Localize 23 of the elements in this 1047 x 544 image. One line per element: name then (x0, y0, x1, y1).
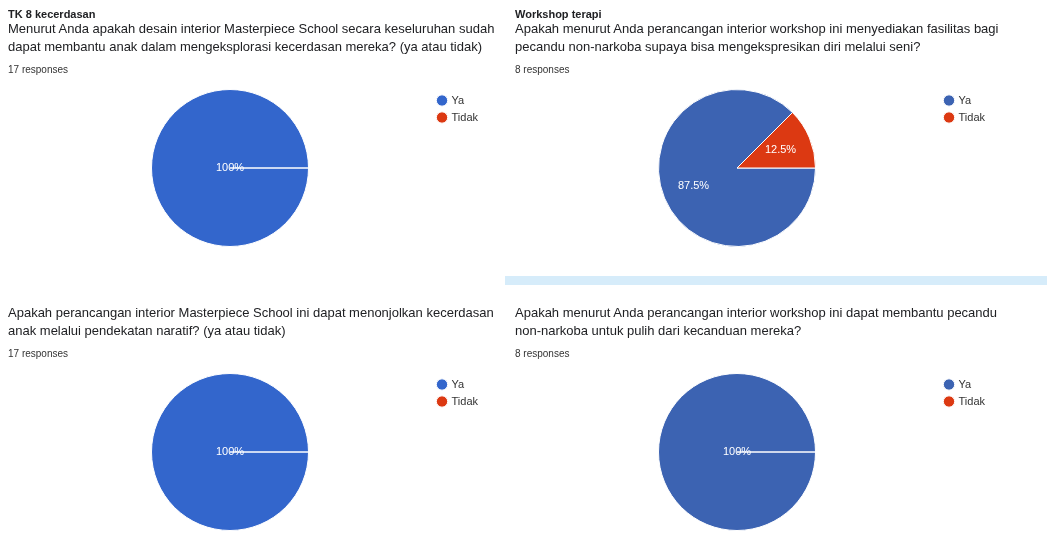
text: Workshop terapi (515, 8, 603, 20)
data-label: 100% (722, 445, 752, 458)
legend-label: Ya (958, 93, 973, 106)
data-label: 100% (215, 445, 245, 458)
chart-subtitle: Apakah menurut Anda perancangan interior workshop ini menyediakan fasilitas bagi pecandu non-narkoba supaya bisa mengekspresikan diri melalui seni? (515, 20, 1000, 56)
data-label: 12.5% (764, 143, 797, 156)
text: 8 responses (515, 348, 571, 359)
legend-label: Ya (451, 93, 466, 106)
chart-subtitle: Menurut Anda apakah desain interior Masterpiece School secara keseluruhan sudah dapat membantu anak dalam mengeksplorasi kecerdasan mereka? (ya atau tidak) (8, 20, 496, 56)
text: 17 responses (8, 348, 70, 359)
legend-label: Tidak (958, 110, 986, 123)
data-label: 87.5% (677, 179, 710, 192)
text: 8 responses (515, 64, 571, 75)
chart-subtitle: Apakah menurut Anda perancangan interior workshop ini dapat membantu pecandu non-narkoba untuk pulih dari kecanduan mereka? (515, 304, 999, 340)
legend-label: Ya (958, 377, 973, 390)
data-label: 100% (215, 161, 245, 174)
legend-label: Ya (451, 377, 466, 390)
text: 17 responses (8, 64, 70, 75)
legend-label: Tidak (451, 394, 479, 407)
legend-label: Tidak (958, 394, 986, 407)
text: TK 8 kecerdasan (8, 8, 97, 20)
legend-label: Tidak (451, 110, 479, 123)
chart-subtitle: Apakah perancangan interior Masterpiece School ini dapat menonjolkan kecerdasan anak melalui pendekatan naratif? (ya atau tidak) (8, 304, 495, 340)
